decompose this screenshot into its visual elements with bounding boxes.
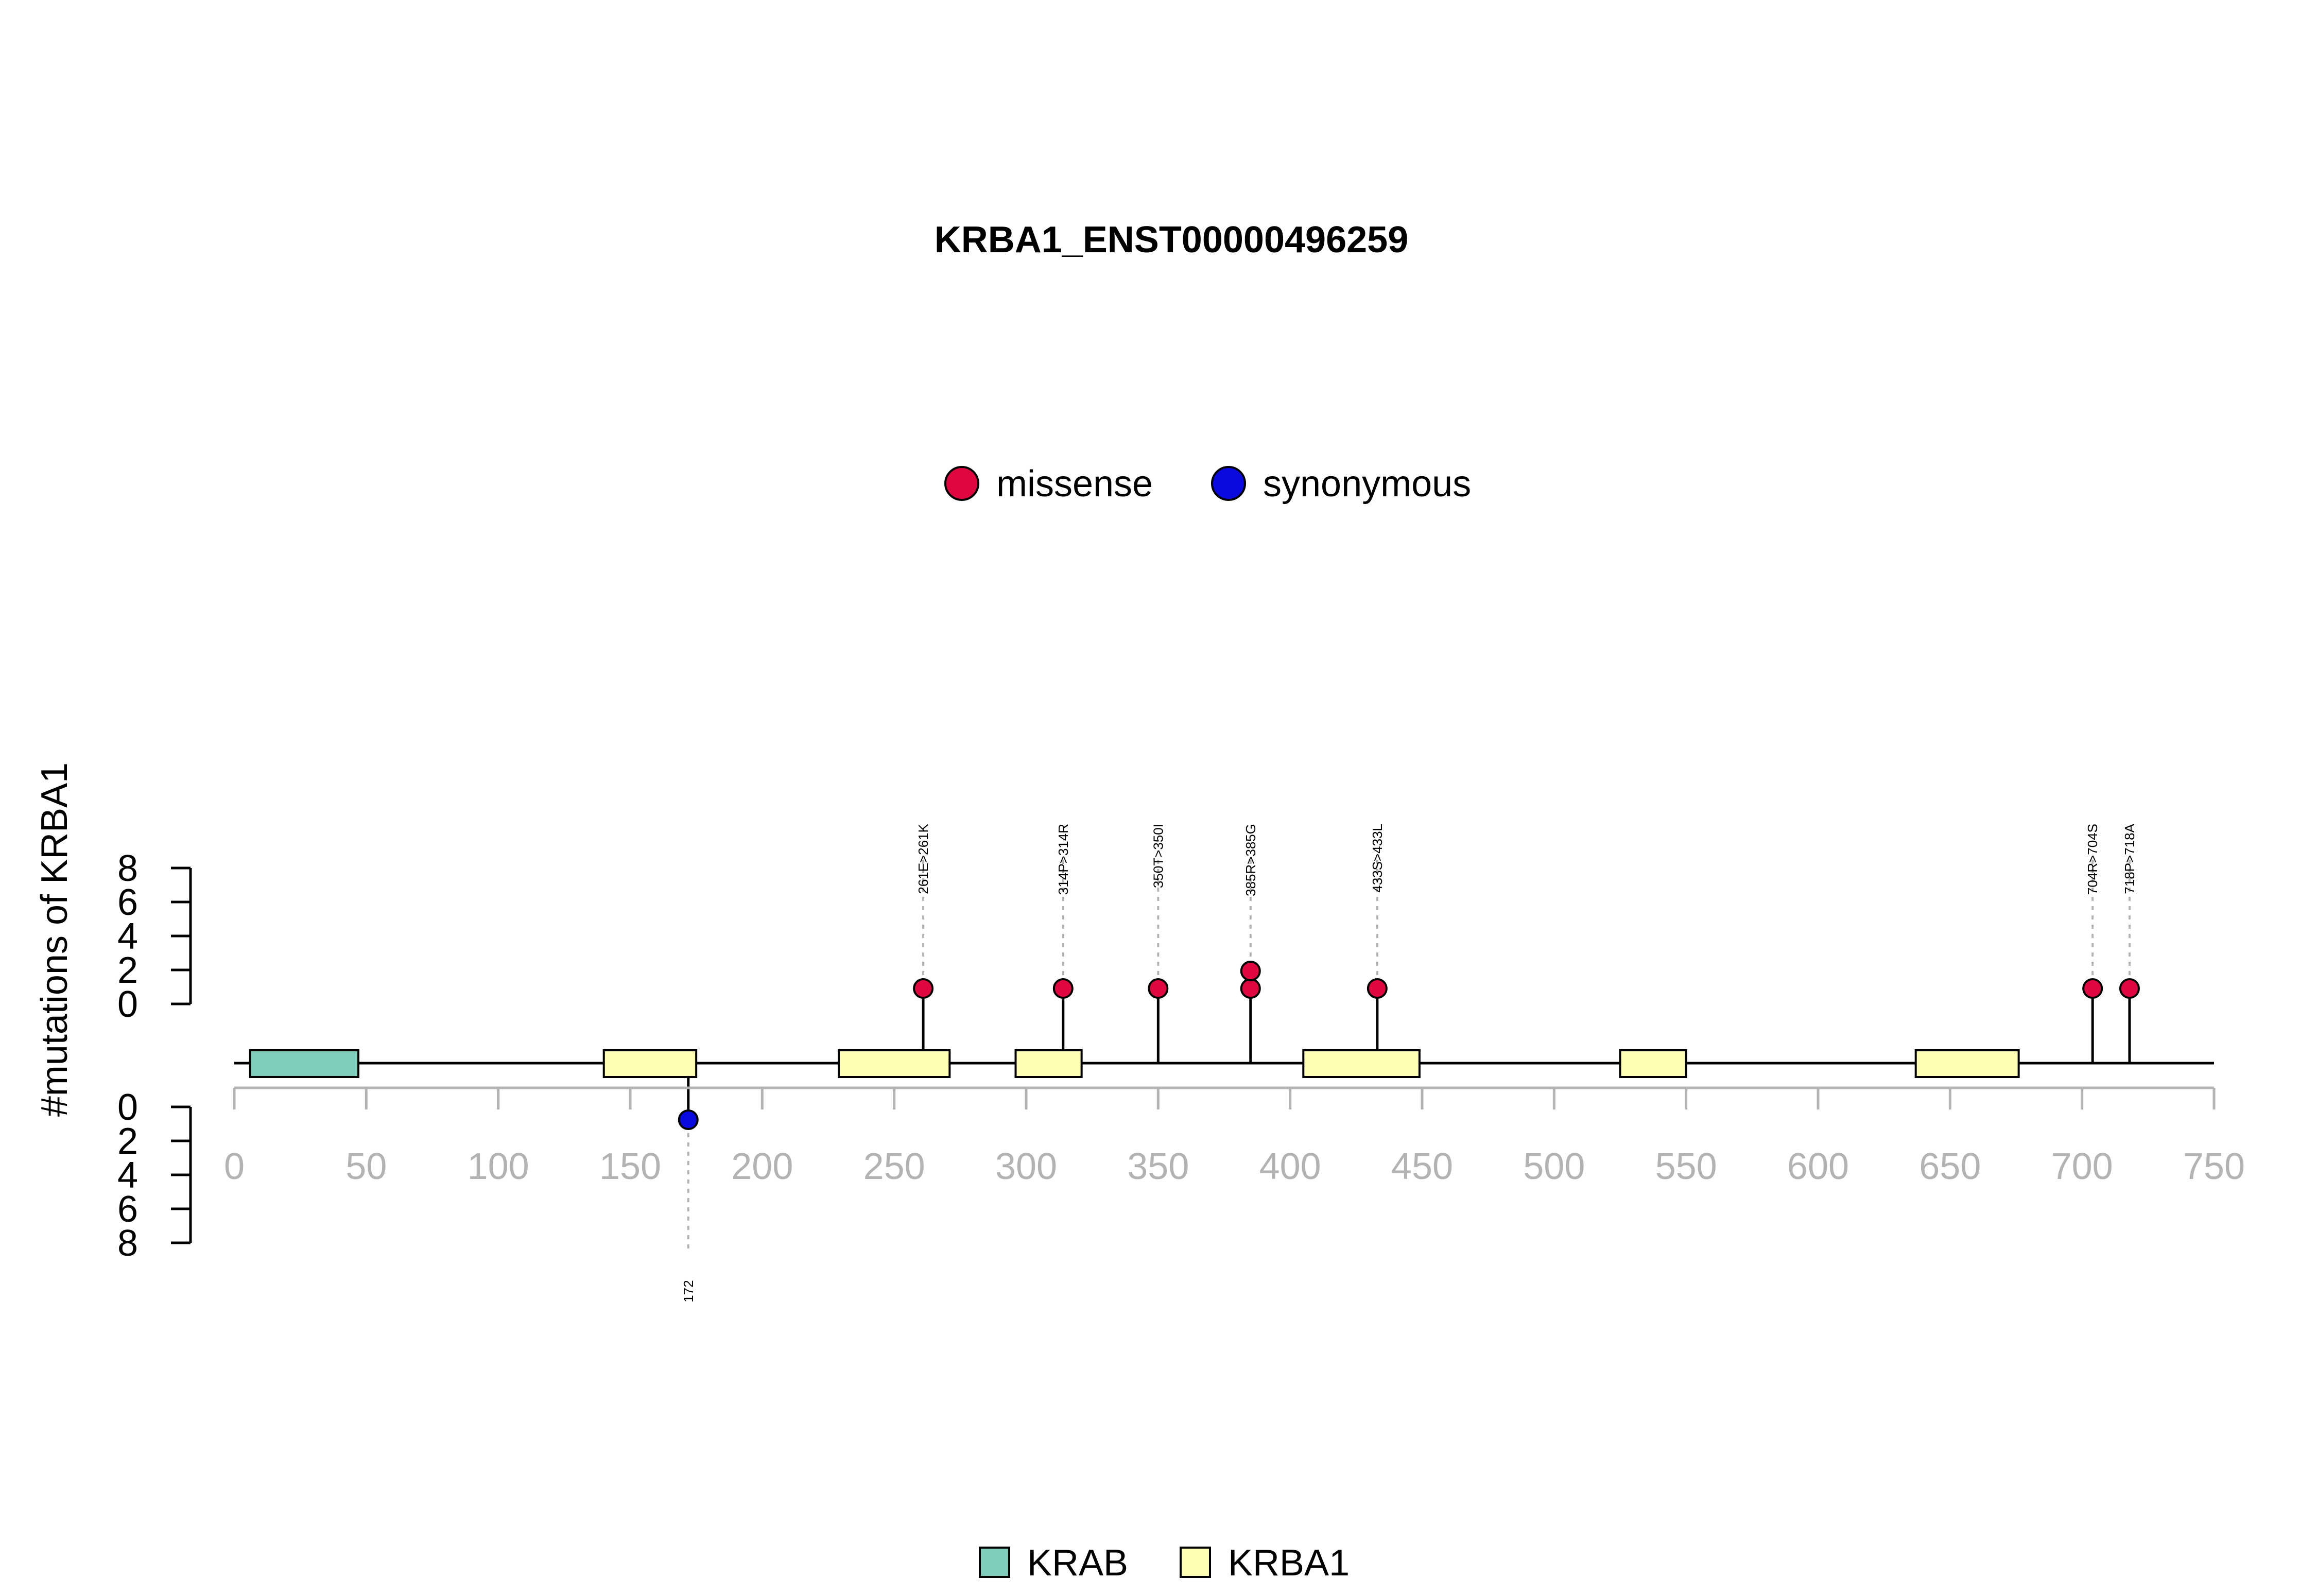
mutation-label: 433S>433L (1370, 824, 1385, 893)
x-tick-label: 600 (1787, 1146, 1849, 1187)
x-tick-label: 750 (2183, 1146, 2245, 1187)
mutation-labels: 261E>261K 314P>314R 350T>350I 385R>385G 433S… (681, 823, 2137, 1302)
mutation-label: 350T>350I (1150, 824, 1166, 888)
x-tick-label: 350 (1127, 1146, 1189, 1187)
y-tick-label-bottom: 8 (117, 1223, 138, 1264)
x-tick-label: 200 (731, 1146, 793, 1187)
domain-krba1 (838, 1049, 951, 1078)
y-axis-label: #mutations of KRBA1 (34, 762, 75, 1117)
domains (249, 1049, 2020, 1078)
domain-krba1 (1914, 1049, 2020, 1078)
mutation-legend: missense synonymous (944, 463, 1471, 505)
mutation-label: 172 (681, 1280, 696, 1302)
y-tick-label-top: 4 (117, 916, 138, 957)
y-tick-label-top: 0 (117, 984, 138, 1025)
x-tick-label: 400 (1259, 1146, 1321, 1187)
legend-synonymous-label: synonymous (1263, 463, 1471, 505)
mutation-point-missense (1367, 978, 1388, 999)
y-tick-label-bottom: 4 (117, 1155, 138, 1196)
legend-krba1-swatch (1180, 1547, 1211, 1578)
legend-synonymous-marker (1211, 466, 1246, 501)
x-tick-label: 300 (995, 1146, 1057, 1187)
legend-krab-label: KRAB (1027, 1542, 1128, 1584)
mutation-point-missense (1052, 978, 1074, 999)
x-axis: 0 50 100 150 200 250 300 350 400 450 500 550 600 650 7… (224, 1086, 2245, 1187)
mutation-point-missense (2082, 978, 2103, 999)
mutation-point-missense (1240, 961, 1261, 981)
mutation-points (678, 961, 2140, 1130)
mutation-label: 704R>704S (2085, 824, 2100, 895)
x-tick-label: 700 (2051, 1146, 2113, 1187)
mutation-point-missense (913, 978, 934, 999)
x-tick-label: 0 (224, 1146, 245, 1187)
x-tick-label: 450 (1391, 1146, 1453, 1187)
domain-krba1 (602, 1049, 698, 1078)
y-tick-label-bottom: 6 (117, 1189, 138, 1230)
legend-missense-marker (944, 466, 979, 501)
chart-title: KRBA1_ENST00000496259 (935, 219, 1409, 261)
mutation-label: 261E>261K (915, 823, 931, 894)
domain-krba1 (1014, 1049, 1083, 1078)
x-tick-label: 250 (863, 1146, 925, 1187)
x-tick-label: 150 (599, 1146, 661, 1187)
mutation-label: 314P>314R (1056, 824, 1071, 895)
mutation-point-synonymous (678, 1109, 699, 1130)
mutation-point-missense (1148, 978, 1169, 999)
y-tick-label-top: 8 (117, 848, 138, 889)
x-tick-label: 500 (1523, 1146, 1585, 1187)
mutation-point-missense (1240, 978, 1261, 999)
mutation-label: 385R>385G (1243, 824, 1258, 896)
x-tick-label: 550 (1655, 1146, 1717, 1187)
legend-missense-label: missense (996, 463, 1153, 505)
y-tick-label-bottom: 0 (117, 1087, 138, 1128)
legend-krba1-label: KRBA1 (1228, 1542, 1350, 1584)
mutation-point-missense (2119, 978, 2140, 999)
domain-krab (249, 1049, 359, 1078)
legend-krab-swatch (979, 1547, 1010, 1578)
x-tick-label: 650 (1919, 1146, 1981, 1187)
domain-legend: KRAB KRBA1 (979, 1542, 1350, 1584)
y-tick-label-bottom: 2 (117, 1121, 138, 1162)
x-tick-label: 100 (468, 1146, 529, 1187)
x-tick-label: 50 (345, 1146, 387, 1187)
domain-krba1 (1619, 1049, 1687, 1078)
mutation-guides (687, 860, 2131, 1251)
mutation-label: 718P>718A (2122, 823, 2137, 894)
y-tick-label-top: 6 (117, 882, 138, 923)
y-tick-label-top: 2 (117, 950, 138, 991)
domain-krba1 (1302, 1049, 1421, 1078)
